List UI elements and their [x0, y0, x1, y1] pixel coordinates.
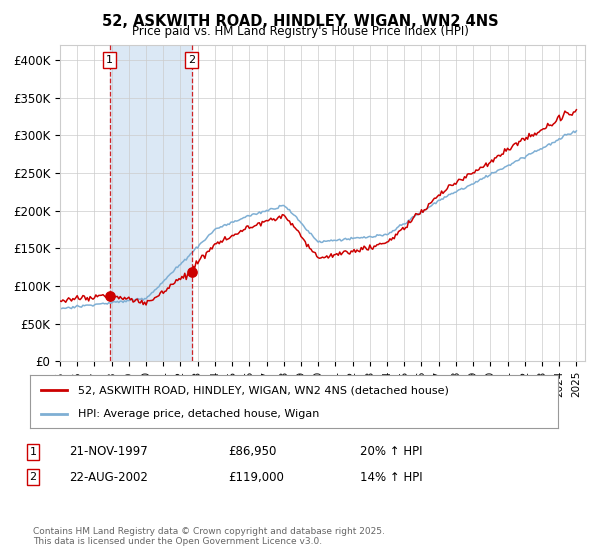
Point: [187, 267, 197, 276]
Text: HPI: Average price, detached house, Wigan: HPI: Average price, detached house, Wiga…: [77, 408, 319, 418]
Text: £119,000: £119,000: [228, 470, 284, 484]
Text: Contains HM Land Registry data © Crown copyright and database right 2025.
This d: Contains HM Land Registry data © Crown c…: [33, 526, 385, 546]
Text: 2: 2: [29, 472, 37, 482]
Text: £86,950: £86,950: [228, 445, 277, 459]
Text: 22-AUG-2002: 22-AUG-2002: [69, 470, 148, 484]
Text: 1: 1: [29, 447, 37, 457]
Text: 20% ↑ HPI: 20% ↑ HPI: [360, 445, 422, 459]
Text: Price paid vs. HM Land Registry's House Price Index (HPI): Price paid vs. HM Land Registry's House …: [131, 25, 469, 38]
Bar: [110, 45, 191, 361]
Text: 52, ASKWITH ROAD, HINDLEY, WIGAN, WN2 4NS (detached house): 52, ASKWITH ROAD, HINDLEY, WIGAN, WN2 4N…: [77, 385, 448, 395]
Text: 52, ASKWITH ROAD, HINDLEY, WIGAN, WN2 4NS: 52, ASKWITH ROAD, HINDLEY, WIGAN, WN2 4N…: [101, 14, 499, 29]
Text: 21-NOV-1997: 21-NOV-1997: [69, 445, 148, 459]
Text: 14% ↑ HPI: 14% ↑ HPI: [360, 470, 422, 484]
Text: 1: 1: [106, 55, 113, 65]
Point: [106, 291, 115, 300]
Text: 2: 2: [188, 55, 195, 65]
